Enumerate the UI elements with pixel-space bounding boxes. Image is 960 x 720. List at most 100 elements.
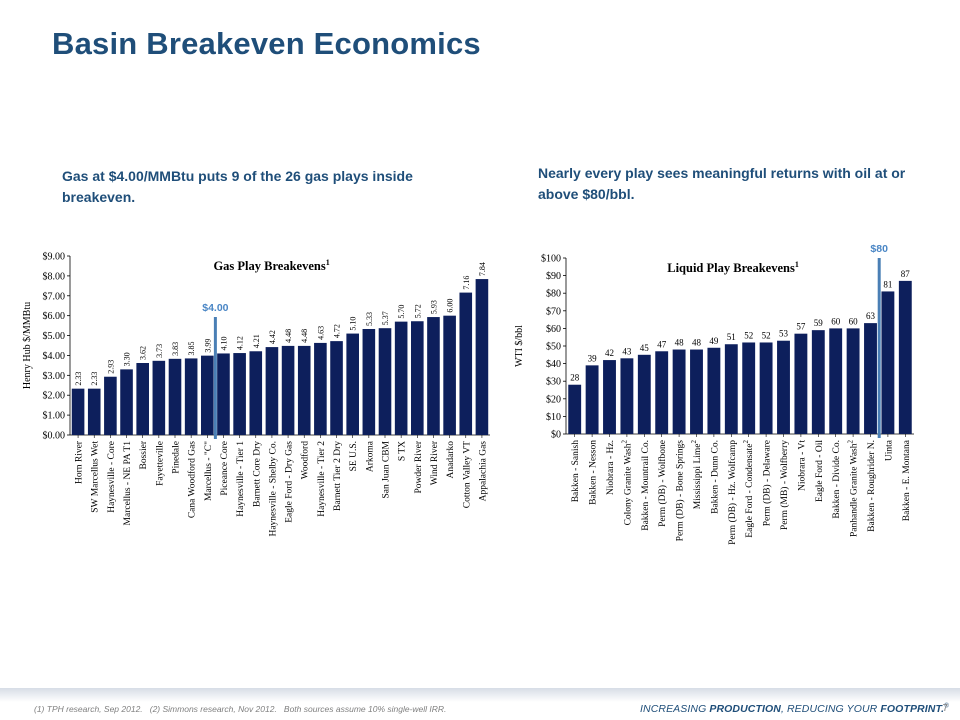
gas-bar [459, 292, 473, 435]
gas-value-label: 4.48 [284, 329, 293, 343]
gas-category-label: Cana Woodford Gas [187, 441, 198, 518]
liquid-bar [742, 342, 756, 434]
footer-divider [0, 688, 960, 702]
gas-category-label: Haynesville - Tier 2 [317, 441, 327, 517]
gas-y-tick-label: $0.00 [43, 431, 66, 442]
gas-value-label: 7.16 [462, 276, 471, 290]
gas-bar [443, 315, 456, 435]
liquid-value-label: 43 [622, 346, 632, 356]
gas-y-tick-label: $9.00 [43, 252, 66, 263]
gas-value-label: 3.73 [155, 344, 164, 358]
gas-bar [71, 388, 85, 435]
gas-value-label: 4.12 [236, 336, 245, 350]
liquid-chart-subtitle: Nearly every play sees meaningful return… [538, 165, 906, 202]
gas-bar [330, 341, 343, 435]
gas-y-axis-title: Henry Hub $/MMBtu [22, 302, 33, 389]
liquid-bar [846, 328, 860, 434]
liquid-y-tick-label: $20 [546, 394, 561, 405]
gas-category-label: Haynesville - Shelby Co. [268, 441, 278, 537]
gas-breakeven-chart: Henry Hub $/MMBtu $0.00 $1.00 $2.00 $3.00 $4.… [22, 252, 490, 537]
liquid-y-tick-label: $80 [546, 289, 561, 300]
gas-bar [120, 369, 133, 435]
liquid-y-tick-label: $60 [546, 324, 561, 335]
liquid-bar [881, 291, 895, 434]
liquid-category-label: Bakken - E. Montana [902, 439, 912, 521]
gas-bar [104, 376, 117, 435]
liquid-y-tick-label: $30 [546, 377, 561, 388]
liquid-category-label: Niobrara - Vt [797, 440, 807, 491]
liquid-value-label: 39 [588, 353, 598, 363]
gas-category-label: Horn River [75, 440, 85, 484]
liquid-category-label: Niobrara - Hz. [606, 440, 616, 495]
gas-category-label: Marcellus - "C" [204, 441, 214, 501]
company-tagline: INCREASING PRODUCTION, REDUCING YOUR FOO… [640, 703, 949, 715]
liquid-value-label: 49 [709, 336, 719, 346]
gas-y-tick-label: $4.00 [43, 351, 66, 362]
gas-category-label: Pinedale [172, 441, 182, 474]
gas-value-label: 5.72 [413, 304, 422, 318]
liquid-value-label: 51 [727, 332, 736, 342]
liquid-y-tick-label: $70 [546, 306, 561, 317]
liquid-category-label: Bakken - Divide Co. [832, 440, 842, 519]
liquid-category-label: Perm (DB) - Bone Springs [675, 440, 686, 542]
liquid-value-label: 81 [883, 279, 892, 289]
gas-bar [297, 345, 311, 435]
gas-value-label: 4.63 [316, 326, 325, 340]
page-title: Basin Breakeven Economics [52, 26, 481, 61]
liquid-value-label: 48 [675, 338, 685, 348]
gas-bar [427, 317, 440, 435]
liquid-value-label: 42 [605, 348, 614, 358]
gas-value-label: 5.93 [429, 300, 438, 314]
gas-category-label: Haynesville - Tier 1 [236, 441, 246, 517]
gas-y-tick-label: $7.00 [43, 291, 66, 302]
gas-bar [152, 360, 166, 435]
liquid-y-tick-label: $100 [541, 254, 561, 265]
liquid-bar [568, 384, 582, 434]
gas-category-label: Powder River [414, 440, 424, 493]
gas-y-tick-label: $5.00 [43, 331, 66, 342]
gas-bar [394, 321, 408, 435]
liquid-bar [759, 342, 773, 434]
gas-category-label: Haynesville - Core [107, 441, 117, 513]
gas-chart-title: Gas Play Breakevens1 [213, 258, 329, 273]
gas-category-label: Woodford [300, 441, 311, 480]
gas-value-label: 4.21 [252, 334, 261, 348]
liquid-category-label: Bakken - Mountrail Co. [641, 440, 651, 531]
gas-category-label: SW Marcellus Wet [91, 441, 101, 513]
gas-category-label: SE U.S. [349, 441, 359, 471]
gas-value-label: 5.37 [381, 311, 390, 325]
gas-category-label: Appalachia Gas [478, 441, 488, 502]
footnote: (1) TPH research, Sep 2012. (2) Simmons … [34, 704, 447, 714]
liquid-value-label: 52 [744, 330, 753, 340]
gas-value-label: 6.00 [446, 299, 455, 313]
liquid-category-label: Eagle Ford - Oil [815, 440, 825, 502]
liquid-category-label: Bakken - Roughrider N. [867, 440, 877, 532]
liquid-category-label: Perm (DB) - Hz. Wolfcamp [727, 440, 738, 545]
gas-value-label: 2.33 [90, 372, 99, 386]
liquid-category-label: Panhandle Granite Wash2 [847, 440, 860, 538]
liquid-breakeven-chart: WTI $/bbl $0 $10 $20 $30 $40 $50 $60 $70 $80 $90 $1… [514, 243, 914, 545]
liquid-bar [811, 330, 825, 434]
gas-bar [233, 353, 246, 435]
gas-category-label: Wind River [430, 440, 440, 485]
gas-value-label: 3.99 [203, 339, 212, 353]
gas-breakeven-marker-label: $4.00 [202, 302, 228, 314]
gas-bar [168, 358, 182, 435]
gas-bar [475, 279, 489, 435]
liquid-y-tick-label: $10 [546, 412, 561, 423]
gas-value-label: 2.33 [74, 372, 83, 386]
gas-value-label: 5.70 [397, 305, 406, 319]
liquid-y-tick-label: $50 [546, 342, 561, 353]
liquid-value-label: 52 [762, 330, 771, 340]
gas-value-label: 4.72 [333, 324, 342, 338]
gas-value-label: 5.10 [349, 317, 358, 331]
gas-y-tick-label: $1.00 [43, 411, 66, 422]
gas-bar [281, 345, 295, 435]
liquid-category-label: Perm (DB) - Wolfbone [657, 440, 668, 527]
liquid-value-label: 57 [796, 322, 806, 332]
liquid-bar [672, 349, 686, 434]
liquid-y-tick-label: $40 [546, 359, 561, 370]
gas-value-label: 3.83 [171, 342, 180, 356]
gas-value-label: 2.93 [106, 360, 115, 374]
liquid-bar [655, 351, 669, 434]
